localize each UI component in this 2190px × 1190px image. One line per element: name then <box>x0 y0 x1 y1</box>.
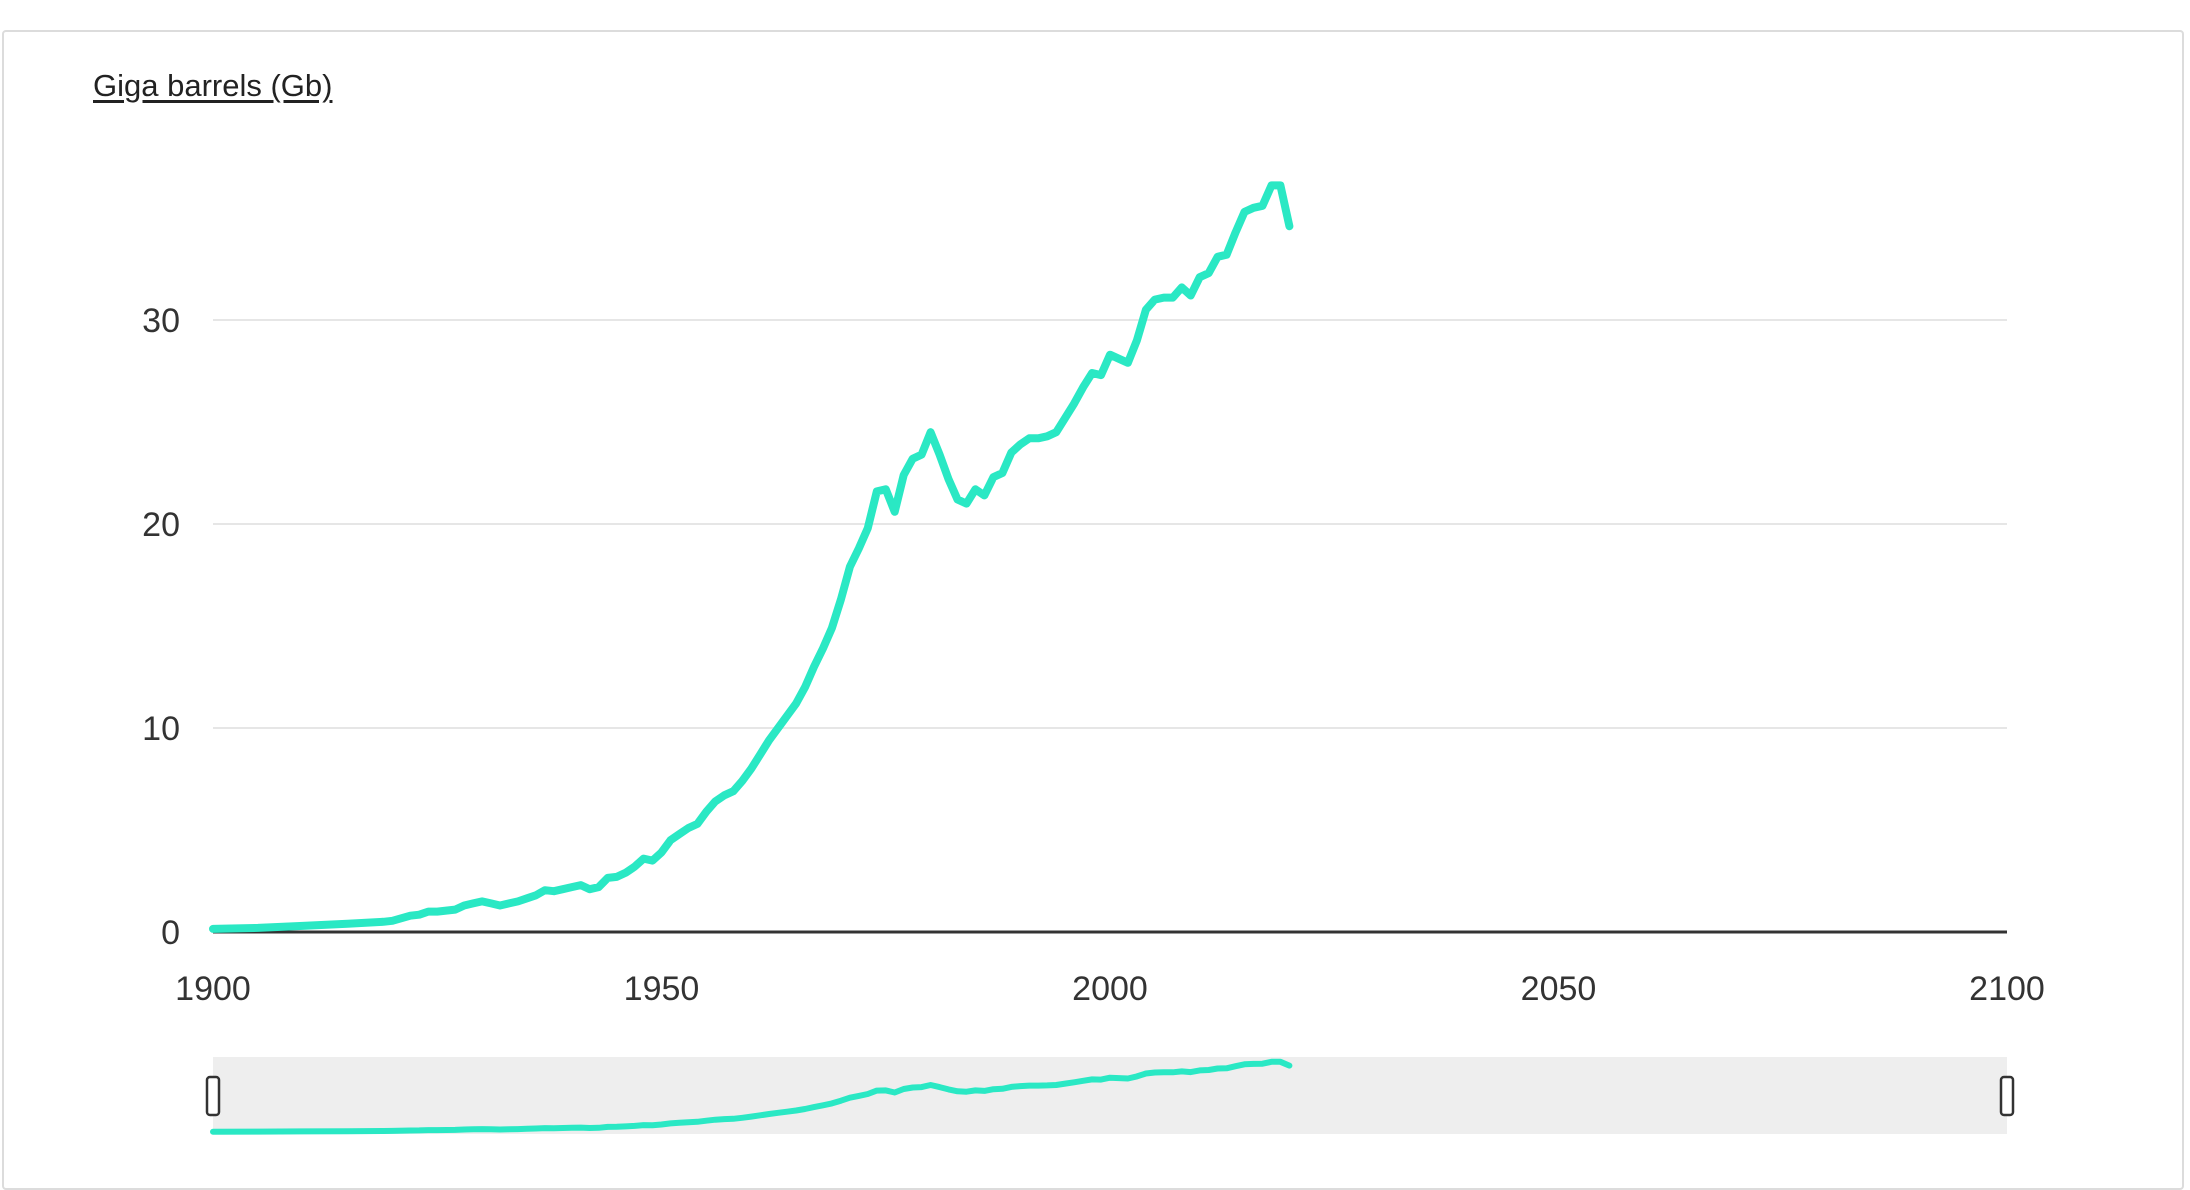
series-line <box>209 181 1294 933</box>
series-group <box>209 181 1294 933</box>
y-tick-label: 30 <box>142 302 180 340</box>
grid-lines <box>213 319 2007 729</box>
y-axis-unit-label[interactable]: Giga barrels (Gb) <box>93 68 333 103</box>
y-tick-label: 20 <box>142 506 180 544</box>
x-tick-label: 2100 <box>1969 970 2045 1008</box>
y-tick-label: 10 <box>142 710 180 748</box>
chart-card <box>2 30 2184 1190</box>
x-tick-label: 2000 <box>1072 970 1148 1008</box>
x-tick-label: 1900 <box>175 970 251 1008</box>
navigator-left-handle[interactable] <box>205 1075 221 1117</box>
range-navigator[interactable] <box>205 1057 2015 1135</box>
x-tick-label: 1950 <box>624 970 700 1008</box>
y-axis-ticks: 0 10 20 30 <box>142 302 180 952</box>
x-axis-ticks: 1900 1950 2000 2050 2100 <box>175 970 2045 1008</box>
x-tick-label: 2050 <box>1521 970 1597 1008</box>
navigator-series-line <box>210 1058 1293 1135</box>
navigator-background[interactable] <box>213 1057 2007 1134</box>
navigator-right-handle[interactable] <box>1999 1075 2015 1117</box>
y-tick-label: 0 <box>161 914 180 952</box>
